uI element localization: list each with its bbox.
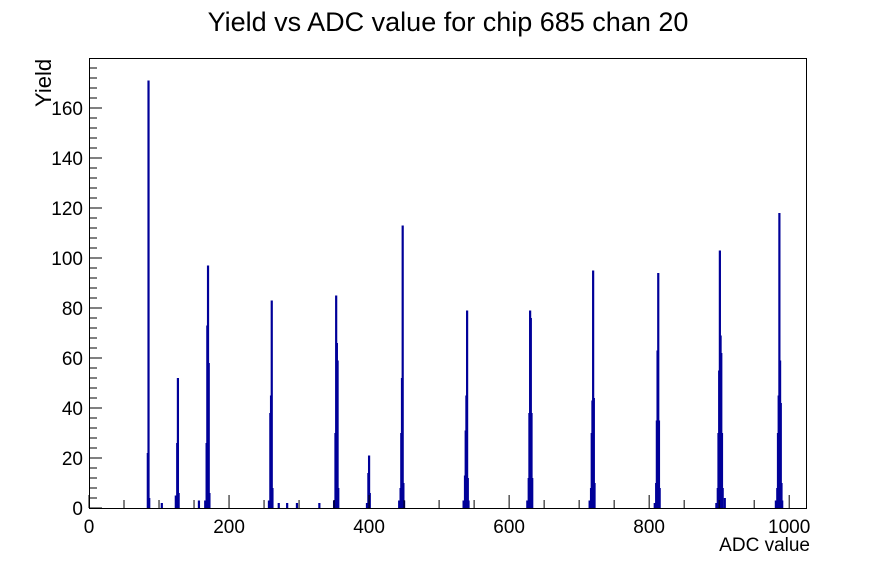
x-tick-label: 400 bbox=[353, 517, 385, 538]
histogram-bin bbox=[526, 500, 529, 508]
x-tick-label: 200 bbox=[213, 517, 245, 538]
y-tick-label: 20 bbox=[62, 449, 83, 470]
histogram-bin bbox=[588, 500, 591, 508]
histogram-bin bbox=[197, 500, 201, 508]
histogram-bin bbox=[467, 500, 470, 508]
histogram-bin bbox=[781, 500, 784, 508]
histogram-bin bbox=[723, 498, 726, 508]
histogram-bin bbox=[286, 503, 289, 508]
histogram-bin bbox=[176, 378, 180, 508]
histogram-bin bbox=[720, 433, 724, 508]
histogram-bin bbox=[398, 500, 401, 508]
histogram-bin bbox=[318, 503, 321, 508]
histogram-bin bbox=[402, 483, 405, 508]
histogram-bin bbox=[657, 273, 660, 508]
y-tick-label: 60 bbox=[62, 349, 83, 370]
histogram-bin bbox=[337, 488, 340, 508]
histogram-bin bbox=[530, 413, 533, 508]
y-tick-label: 40 bbox=[62, 399, 83, 420]
histogram-bin bbox=[365, 503, 369, 508]
x-tick-label: 600 bbox=[493, 517, 525, 538]
histogram-bin bbox=[174, 495, 177, 508]
x-tick-label: 0 bbox=[84, 517, 95, 538]
histogram-bin bbox=[208, 493, 211, 508]
histogram-bin bbox=[367, 455, 371, 508]
histogram-bin bbox=[715, 503, 718, 508]
y-tick-label: 80 bbox=[62, 299, 83, 320]
histogram-bin bbox=[177, 493, 180, 508]
y-tick-label: 100 bbox=[51, 249, 83, 270]
histogram-bin bbox=[653, 503, 656, 508]
x-tick-label: 1000 bbox=[768, 517, 810, 538]
histogram-bin bbox=[368, 493, 371, 508]
y-tick-label: 0 bbox=[72, 499, 83, 520]
histogram-bin bbox=[267, 500, 271, 508]
histogram-bin bbox=[774, 500, 777, 508]
histogram-bin bbox=[466, 478, 469, 508]
plot-frame bbox=[89, 58, 807, 509]
histogram-bin bbox=[207, 363, 210, 508]
histogram-bin bbox=[271, 488, 274, 508]
y-tick-label: 120 bbox=[51, 199, 83, 220]
histogram-bin bbox=[148, 498, 151, 508]
histogram-bin bbox=[592, 398, 595, 508]
histogram-bin bbox=[462, 500, 465, 508]
histogram-bin bbox=[336, 360, 339, 508]
histogram-bin bbox=[277, 503, 280, 508]
histogram-bin bbox=[531, 478, 534, 508]
histogram-bin bbox=[779, 403, 782, 508]
histogram-bin bbox=[160, 503, 163, 508]
histogram-bin bbox=[592, 270, 595, 508]
histogram-bin bbox=[270, 300, 273, 508]
histogram-bin bbox=[295, 503, 299, 508]
histogram-bin bbox=[147, 80, 150, 508]
histogram-bin bbox=[780, 483, 783, 508]
histogram-bin bbox=[204, 500, 207, 508]
y-tick-label: 140 bbox=[51, 149, 83, 170]
histogram-bin bbox=[721, 488, 724, 508]
histogram-bin bbox=[658, 488, 661, 508]
histogram-bin bbox=[720, 353, 723, 508]
x-axis-title: ADC value bbox=[719, 535, 810, 556]
histogram-bin bbox=[466, 310, 469, 508]
histogram-bin bbox=[593, 483, 596, 508]
histogram-bin bbox=[401, 225, 404, 508]
y-tick-label: 160 bbox=[51, 99, 83, 120]
x-tick-label: 800 bbox=[633, 517, 665, 538]
chart-title: Yield vs ADC value for chip 685 chan 20 bbox=[207, 7, 689, 37]
histogram-bin bbox=[657, 420, 661, 508]
